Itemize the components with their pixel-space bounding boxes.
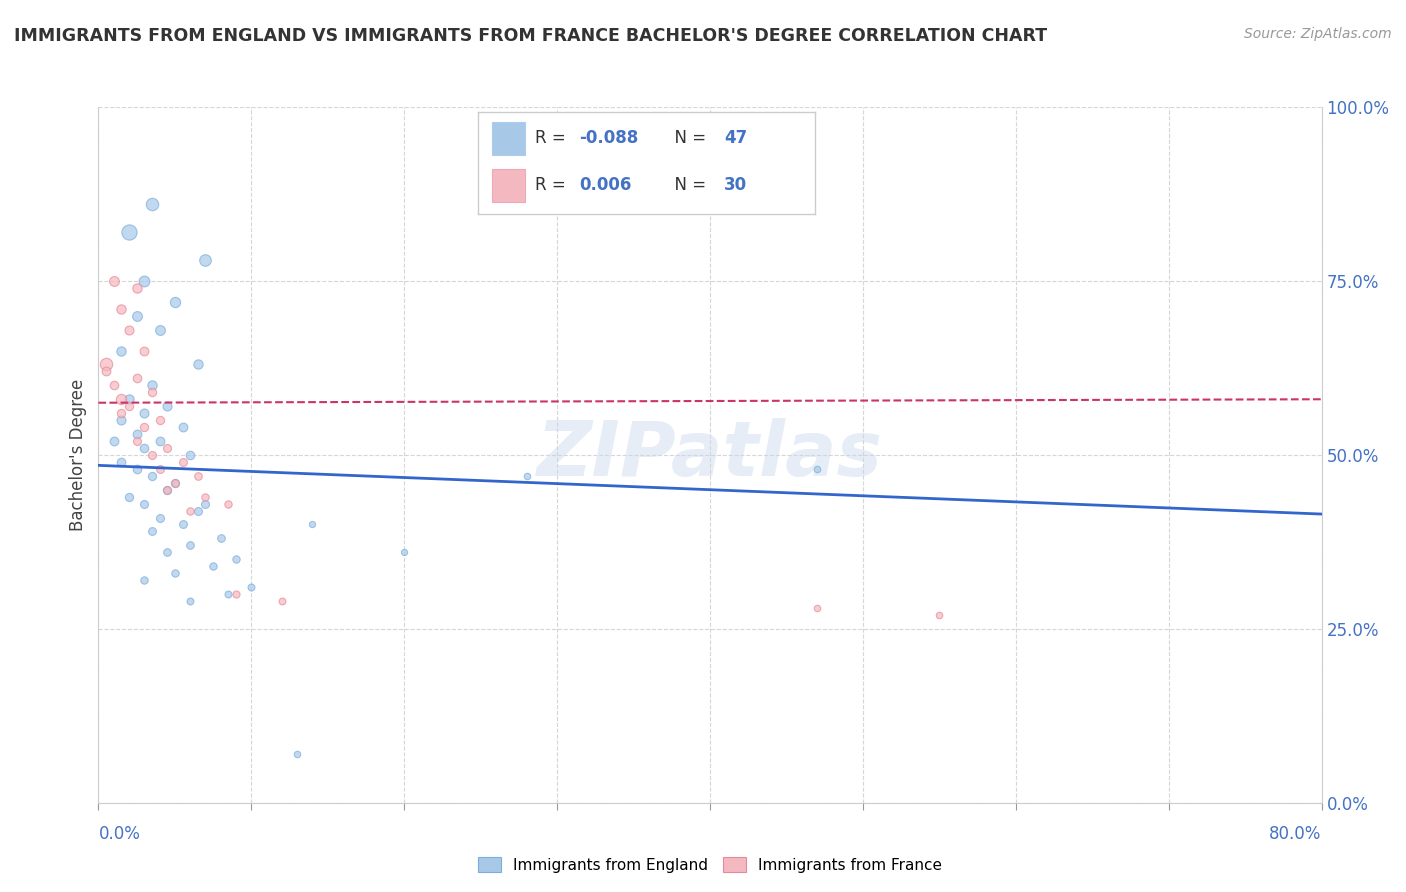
Text: IMMIGRANTS FROM ENGLAND VS IMMIGRANTS FROM FRANCE BACHELOR'S DEGREE CORRELATION : IMMIGRANTS FROM ENGLAND VS IMMIGRANTS FR… <box>14 27 1047 45</box>
Point <box>392 545 416 559</box>
Point <box>194 497 217 511</box>
Point <box>149 462 172 476</box>
Point <box>149 323 172 337</box>
Point <box>141 385 163 400</box>
Point <box>118 392 141 407</box>
Point <box>156 441 179 455</box>
Point <box>125 281 148 295</box>
Point <box>187 468 209 483</box>
Point <box>156 483 179 497</box>
FancyBboxPatch shape <box>492 169 526 202</box>
Point <box>141 448 163 462</box>
Point <box>156 545 179 559</box>
Point <box>110 392 132 407</box>
Point <box>141 197 163 211</box>
Text: R =: R = <box>536 129 571 147</box>
Point <box>125 309 148 323</box>
Point <box>110 301 132 316</box>
Point <box>134 420 156 434</box>
Point <box>149 510 172 524</box>
Point <box>225 587 247 601</box>
Point <box>163 475 186 490</box>
Point <box>163 294 186 309</box>
Point <box>187 503 209 517</box>
Point <box>217 497 239 511</box>
Text: 0.006: 0.006 <box>579 177 631 194</box>
Point <box>134 406 156 420</box>
Point <box>156 483 179 497</box>
Point <box>202 559 225 574</box>
Point <box>103 434 125 448</box>
Text: 80.0%: 80.0% <box>1270 825 1322 843</box>
Point <box>149 413 172 427</box>
Point <box>134 441 156 455</box>
Point <box>187 358 209 372</box>
Point <box>110 413 132 427</box>
Point <box>134 343 156 358</box>
Point <box>225 552 247 566</box>
Point <box>134 497 156 511</box>
Text: N =: N = <box>664 129 711 147</box>
Point <box>217 587 239 601</box>
Point <box>110 455 132 469</box>
FancyBboxPatch shape <box>492 122 526 154</box>
Point <box>806 601 828 615</box>
Point <box>179 503 201 517</box>
Text: R =: R = <box>536 177 571 194</box>
Point <box>134 274 156 288</box>
Point <box>103 274 125 288</box>
Text: 47: 47 <box>724 129 748 147</box>
Point <box>209 532 232 546</box>
Point <box>270 594 294 608</box>
Point <box>179 448 201 462</box>
Point <box>285 747 308 761</box>
Point <box>125 371 148 385</box>
Point <box>172 517 194 532</box>
Point <box>301 517 323 532</box>
Point <box>141 468 163 483</box>
Point <box>125 434 148 448</box>
Point <box>194 253 217 268</box>
Text: Source: ZipAtlas.com: Source: ZipAtlas.com <box>1244 27 1392 41</box>
Point <box>516 468 538 483</box>
Point <box>103 378 125 392</box>
Point <box>118 323 141 337</box>
Point <box>141 524 163 539</box>
Point <box>240 580 263 594</box>
Text: -0.088: -0.088 <box>579 129 638 147</box>
Point <box>134 573 156 587</box>
Point <box>141 378 163 392</box>
Point <box>179 538 201 552</box>
Point <box>118 399 141 413</box>
Point <box>806 462 828 476</box>
Point <box>118 225 141 239</box>
Point <box>163 475 186 490</box>
Point <box>94 358 117 372</box>
Text: 0.0%: 0.0% <box>98 825 141 843</box>
Text: N =: N = <box>664 177 711 194</box>
Point <box>194 490 217 504</box>
Point <box>172 420 194 434</box>
Point <box>110 343 132 358</box>
Y-axis label: Bachelor's Degree: Bachelor's Degree <box>69 379 87 531</box>
Point <box>118 490 141 504</box>
Point <box>928 607 950 622</box>
Point <box>125 427 148 442</box>
Point <box>110 406 132 420</box>
Point <box>156 399 179 413</box>
Point <box>179 594 201 608</box>
Legend: Immigrants from England, Immigrants from France: Immigrants from England, Immigrants from… <box>471 850 949 879</box>
Point <box>163 566 186 581</box>
Point <box>125 462 148 476</box>
Point <box>94 364 117 378</box>
Text: 30: 30 <box>724 177 748 194</box>
Text: ZIPatlas: ZIPatlas <box>537 418 883 491</box>
Point <box>172 455 194 469</box>
Point <box>149 434 172 448</box>
